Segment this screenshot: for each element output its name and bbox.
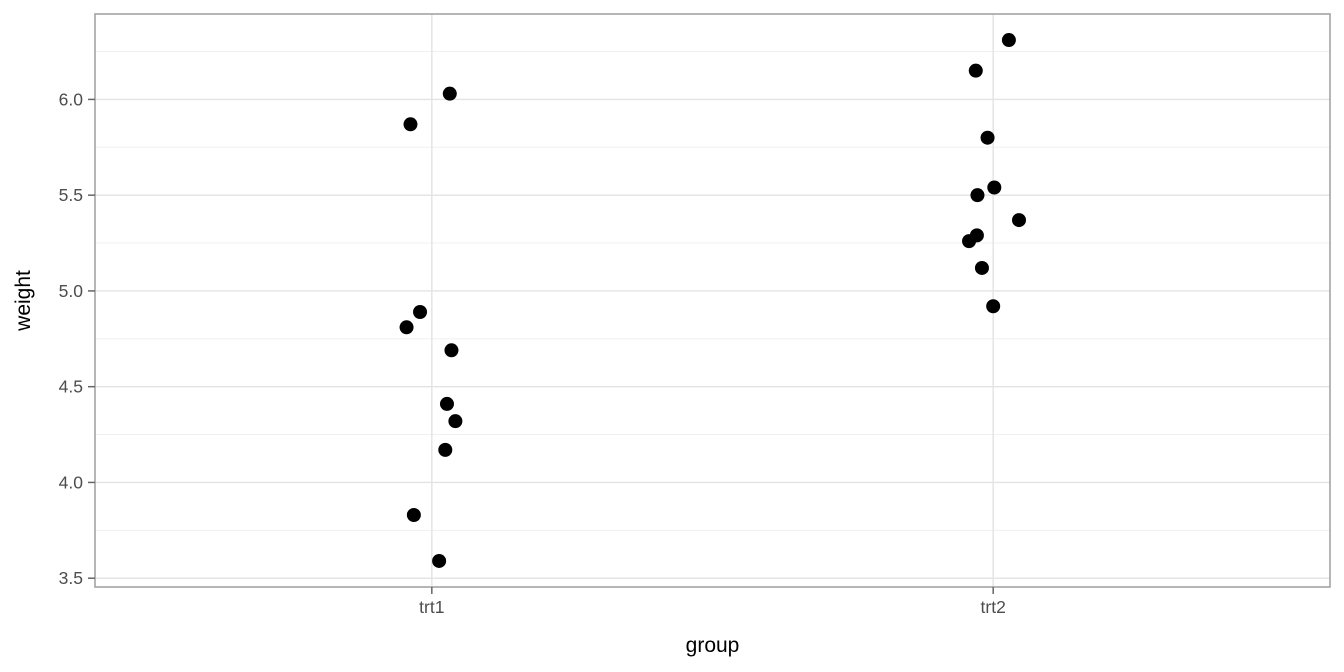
y-tick-label: 6.0 [59,89,84,109]
data-point-trt2 [986,299,1001,314]
y-tick-label: 5.0 [59,281,84,301]
y-axis-title: weight [12,270,35,332]
axis-ticks [88,98,994,594]
data-point-trt1 [406,507,421,522]
data-point-trt1 [439,396,454,411]
data-point-trt2 [970,188,985,203]
grid-minor [95,51,1330,531]
y-tick-label: 4.0 [59,472,84,492]
axis-tick-labels: 3.5 4.0 4.5 5.0 5.5 6.0 trt1 trt2 [59,89,1006,617]
data-point-trt1 [399,320,414,335]
data-point-trt1 [448,414,463,429]
data-point-trt2 [974,260,989,275]
data-point-trt2 [968,63,983,78]
data-point-trt1 [438,442,453,457]
data-point-trt1 [432,553,447,568]
data-point-trt1 [442,86,457,101]
x-tick-label: trt1 [419,597,444,617]
data-point-trt2 [1001,33,1016,48]
data-point-trt1 [413,304,428,319]
data-point-trt2 [1012,213,1027,228]
data-point-trt1 [444,343,459,358]
panel-border [94,13,1331,588]
data-points [399,33,1027,568]
data-point-trt1 [403,117,418,132]
y-tick-label: 5.5 [59,185,83,205]
y-tick-label: 3.5 [59,568,83,588]
data-point-trt2 [987,180,1002,195]
data-point-trt2 [962,234,977,249]
data-point-trt2 [980,130,995,145]
x-axis-title: group [686,634,740,657]
y-tick-label: 4.5 [59,377,83,397]
grid-major [95,98,1330,579]
x-tick-label: trt2 [981,597,1006,617]
